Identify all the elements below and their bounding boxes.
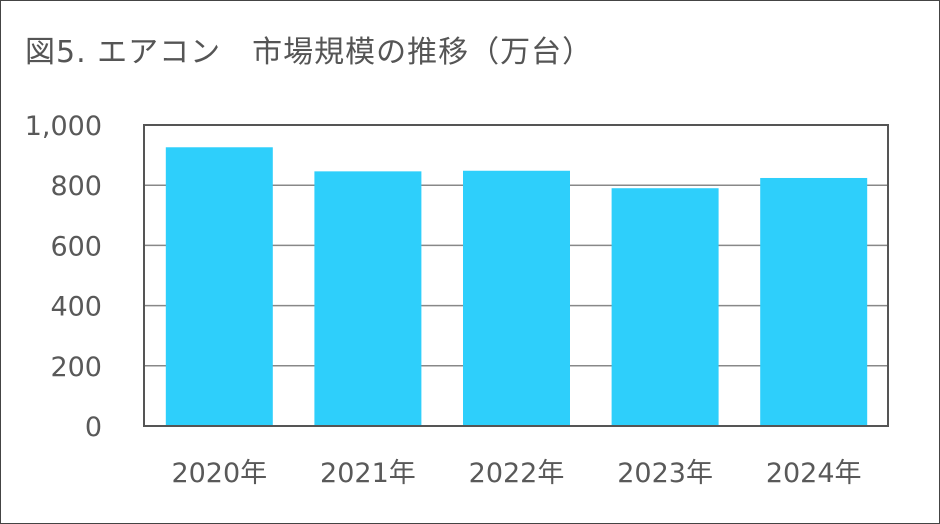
x-tick-label: 2024年 (766, 458, 862, 489)
y-tick-label: 0 (85, 412, 102, 443)
bar (463, 170, 570, 426)
chart-title: 図5. エアコン 市場規模の推移（万台） (25, 35, 594, 70)
bar (611, 188, 719, 426)
bars (165, 147, 868, 427)
bar (760, 177, 868, 426)
y-axis-tick-labels: 0 200 400 600 800 1,000 (25, 111, 102, 443)
y-tick-label: 800 (50, 171, 102, 202)
x-tick-label: 2023年 (617, 458, 713, 489)
x-axis-tick-labels: 2020年 2021年 2022年 2023年 2024年 (171, 458, 861, 489)
y-tick-label: 200 (50, 352, 102, 383)
bar (165, 147, 273, 427)
y-tick-label: 400 (50, 292, 102, 323)
x-tick-label: 2020年 (171, 458, 267, 489)
y-tick-label: 1,000 (25, 111, 102, 142)
plot-area-border (143, 124, 889, 427)
bar (314, 171, 422, 426)
x-tick-label: 2021年 (320, 458, 416, 489)
y-tick-label: 600 (50, 231, 102, 262)
x-tick-label: 2022年 (469, 458, 565, 489)
